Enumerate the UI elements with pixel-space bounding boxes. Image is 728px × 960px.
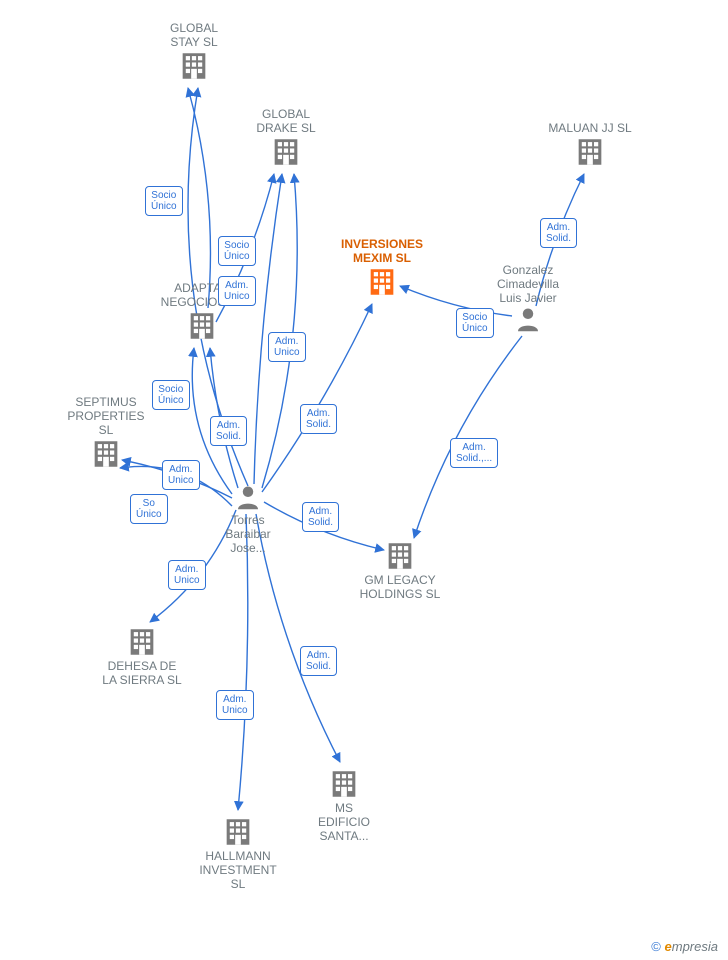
footer-brand: empresia xyxy=(665,939,718,954)
copyright-symbol: © xyxy=(651,939,661,954)
node-inversiones[interactable]: INVERSIONESMEXIM SL xyxy=(327,237,437,299)
edge-label-torres-dehesa-11: Adm.Unico xyxy=(168,560,206,590)
edge-label-torres-global_drake-3: Adm.Unico xyxy=(268,332,306,362)
person-icon xyxy=(513,305,543,335)
building-icon xyxy=(89,437,123,471)
edge-label-torres-septimus-8: Adm.Unico xyxy=(162,460,200,490)
node-label: GonzalezCimadevillaLuis Javier xyxy=(473,263,583,305)
node-dehesa[interactable]: DEHESA DELA SIERRA SL xyxy=(87,625,197,687)
node-septimus[interactable]: SEPTIMUSPROPERTIESSL xyxy=(51,395,161,471)
node-label: GM LEGACYHOLDINGS SL xyxy=(345,573,455,601)
edge-label-torres-inversiones-7: Adm.Solid. xyxy=(300,404,337,434)
node-label: HALLMANNINVESTMENTSL xyxy=(183,849,293,891)
node-label: INVERSIONESMEXIM SL xyxy=(327,237,437,265)
footer-credit: © empresia xyxy=(651,939,718,954)
building-icon xyxy=(383,539,417,573)
edge-torres-global_drake-3 xyxy=(262,174,297,488)
building-icon xyxy=(185,309,219,343)
edge-label-torres-adaptar-4: Adm.Solid. xyxy=(210,416,247,446)
edge-label-torres-septimus-9: SoÚnico xyxy=(130,494,168,524)
edge-label-adaptar-global_drake-6: Adm.Unico xyxy=(218,276,256,306)
building-icon xyxy=(125,625,159,659)
building-icon xyxy=(269,135,303,169)
node-label: GLOBALSTAY SL xyxy=(139,21,249,49)
edge-label-torres-global_drake-2: SocioÚnico xyxy=(218,236,256,266)
edge-torres-hallmann-12 xyxy=(238,514,248,810)
node-ms_edificio[interactable]: MSEDIFICIOSANTA... xyxy=(289,767,399,843)
building-icon xyxy=(177,49,211,83)
edge-gonzalez-gm_legacy-16 xyxy=(414,336,522,538)
node-label: DEHESA DELA SIERRA SL xyxy=(87,659,197,687)
node-label: SEPTIMUSPROPERTIESSL xyxy=(51,395,161,437)
building-icon xyxy=(365,265,399,299)
node-global_stay[interactable]: GLOBALSTAY SL xyxy=(139,21,249,83)
node-label: GLOBALDRAKE SL xyxy=(231,107,341,135)
node-label: MSEDIFICIOSANTA... xyxy=(289,801,399,843)
edge-label-gonzalez-maluan-15: Adm.Solid. xyxy=(540,218,577,248)
node-label: MALUAN JJ SL xyxy=(535,121,645,135)
edge-label-torres-hallmann-12: Adm.Unico xyxy=(216,690,254,720)
building-icon xyxy=(221,815,255,849)
building-icon xyxy=(327,767,361,801)
edge-label-torres-gm_legacy-10: Adm.Solid. xyxy=(302,502,339,532)
edge-torres-global_drake-2 xyxy=(254,174,282,484)
edge-label-torres-ms_edificio-13: Adm.Solid. xyxy=(300,646,337,676)
edge-label-gonzalez-gm_legacy-16: Adm.Solid.,... xyxy=(450,438,498,468)
edge-label-gonzalez-inversiones-14: SocioÚnico xyxy=(456,308,494,338)
edge-adaptar-global_stay-1 xyxy=(188,88,210,308)
person-icon xyxy=(233,483,263,513)
edge-label-torres-adaptar-5: SocioÚnico xyxy=(152,380,190,410)
node-hallmann[interactable]: HALLMANNINVESTMENTSL xyxy=(183,815,293,891)
node-global_drake[interactable]: GLOBALDRAKE SL xyxy=(231,107,341,169)
edge-label-torres-global_stay-0: SocioÚnico xyxy=(145,186,183,216)
node-label: TorresBaraibarJose... xyxy=(193,513,303,555)
diagram-stage: GLOBALSTAY SL GLOBALDRAKE SL MALUAN JJ S… xyxy=(0,0,728,960)
node-torres[interactable]: TorresBaraibarJose... xyxy=(193,483,303,555)
building-icon xyxy=(573,135,607,169)
node-gm_legacy[interactable]: GM LEGACYHOLDINGS SL xyxy=(345,539,455,601)
node-maluan[interactable]: MALUAN JJ SL xyxy=(535,121,645,169)
